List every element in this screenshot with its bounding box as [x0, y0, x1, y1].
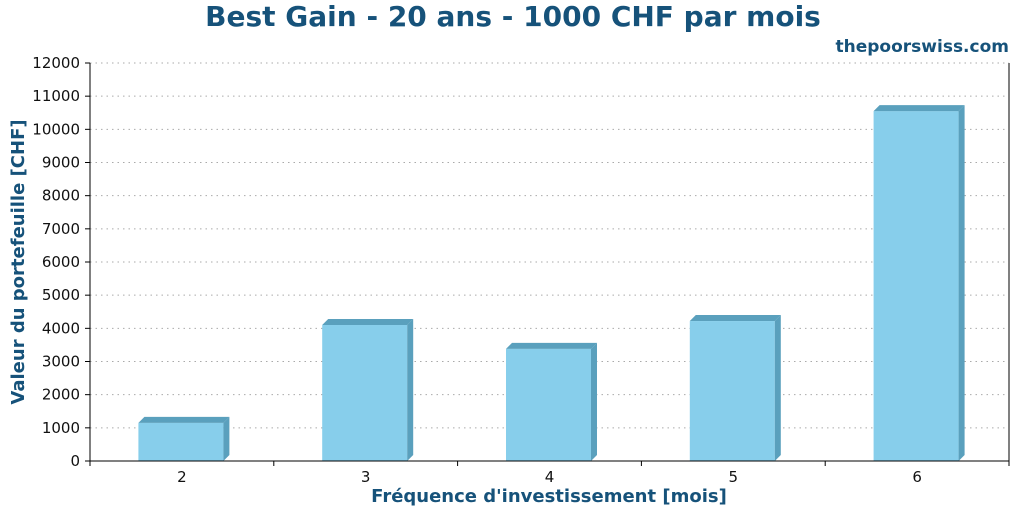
- bar-side: [591, 342, 597, 461]
- bar: [138, 416, 230, 461]
- x-tick-label: 3: [361, 468, 371, 486]
- y-tick-label: 9000: [42, 154, 80, 172]
- y-tick-label: 0: [70, 452, 80, 470]
- bar-front: [506, 348, 591, 461]
- bar-side: [407, 319, 414, 461]
- y-tick-label: 7000: [42, 220, 80, 238]
- bar-side: [774, 315, 781, 461]
- y-tick-label: 2000: [42, 386, 80, 404]
- y-tick-label: 4000: [42, 319, 80, 337]
- y-tick-label: 8000: [42, 187, 80, 205]
- y-tick-label: 10000: [32, 120, 80, 138]
- x-tick-label: 6: [912, 468, 922, 486]
- chart-credit: thepoorswiss.com: [836, 37, 1010, 57]
- bar-top: [138, 416, 230, 423]
- bar: [506, 342, 597, 461]
- bar-top: [873, 105, 965, 112]
- y-axis-label: Valeur du portefeuille [CHF]: [8, 119, 29, 404]
- chart-title: Best Gain - 20 ans - 1000 CHF par mois: [205, 0, 821, 33]
- y-tick-label: 3000: [42, 353, 80, 371]
- bar-top: [322, 319, 414, 326]
- bar: [873, 105, 965, 461]
- x-tick-label: 2: [177, 468, 187, 486]
- axes: [85, 62, 1010, 466]
- y-tick-label: 12000: [32, 54, 80, 72]
- x-tick-label: 4: [545, 468, 555, 486]
- y-tick-label: 5000: [42, 286, 80, 304]
- bars: [138, 105, 965, 461]
- bar: [322, 319, 414, 461]
- y-tick-label: 6000: [42, 253, 80, 271]
- bar-front: [138, 422, 224, 461]
- grid-lines: [90, 62, 1009, 429]
- bar-front: [873, 111, 959, 461]
- y-tick-label: 11000: [32, 87, 80, 105]
- y-tick-label: 1000: [42, 419, 80, 437]
- bar-front: [322, 325, 408, 461]
- bar-top: [506, 342, 597, 349]
- bar-front: [689, 321, 775, 461]
- bar-top: [689, 315, 781, 322]
- bar: [689, 315, 781, 461]
- bar-side: [958, 105, 965, 461]
- tick-labels: 0 1000 2000 3000 4000 5000 6000 7000 8000 9000 100…: [32, 54, 922, 486]
- x-tick-label: 5: [729, 468, 739, 486]
- bar-side: [223, 416, 230, 461]
- x-axis-label: Fréquence d'investissement [mois]: [371, 486, 727, 507]
